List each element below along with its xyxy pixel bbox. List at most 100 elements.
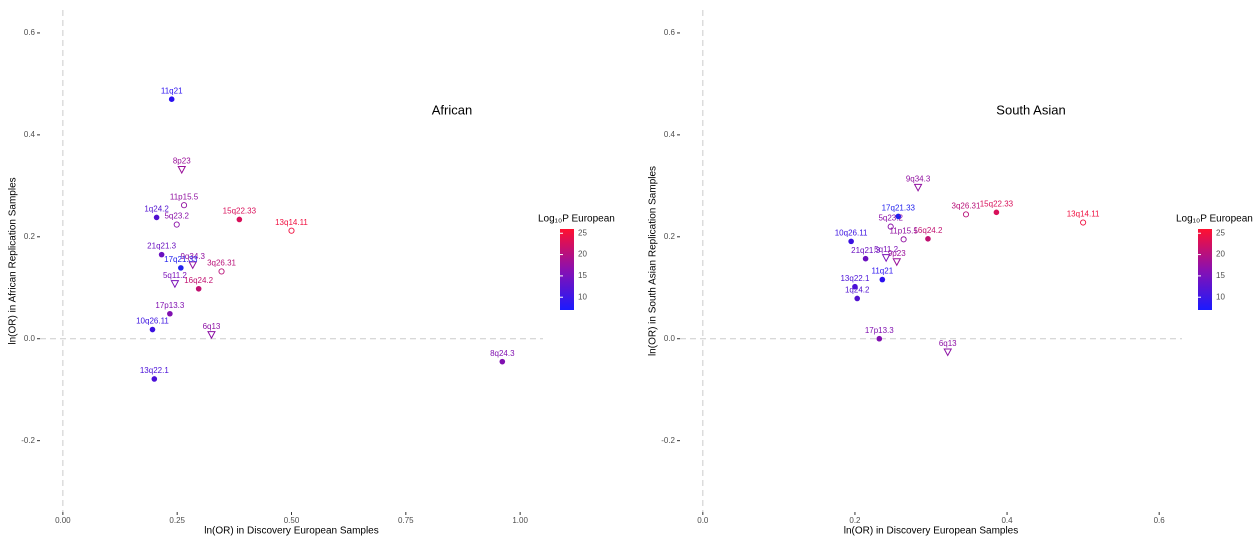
x-tick-label: 0.0 [697, 516, 709, 525]
x-tick-label: 0.25 [169, 516, 185, 525]
point-label: 13q22.1 [840, 274, 869, 283]
point [288, 227, 295, 234]
point-label: 16q24.2 [913, 226, 942, 235]
point [900, 236, 907, 243]
point-label: 8p23 [173, 157, 191, 166]
point [854, 295, 861, 302]
point-label: 17q21.33 [882, 204, 916, 213]
point [195, 285, 202, 292]
point-label: 3q26.31 [207, 259, 236, 268]
point-label: 5q11.2 [874, 245, 898, 254]
point-label: 17p13.3 [865, 326, 894, 335]
point-label: 13q22.1 [140, 366, 169, 375]
colorbar-label: 10 [1216, 292, 1225, 301]
point [895, 213, 902, 220]
point-label: 3q26.31 [952, 201, 981, 210]
y-axis-label: ln(OR) in South Asian Replication Sample… [648, 166, 659, 356]
x-tick-label: 0.6 [1154, 516, 1166, 525]
legend-title: Log₁₀P European [1176, 214, 1253, 225]
point [153, 214, 160, 221]
y-tick-label: -0.2 [661, 436, 675, 445]
point-label: 17p13.3 [155, 301, 184, 310]
point [178, 265, 184, 271]
point [879, 276, 886, 283]
colorbar-label: 15 [578, 271, 587, 280]
point-label: 21q21.3 [147, 242, 176, 251]
x-axis-label: ln(OR) in Discovery European Samples [844, 526, 1019, 536]
point-label: 11q21 [161, 86, 183, 95]
x-tick-label: 0.50 [284, 516, 300, 525]
y-tick-label: 0.2 [24, 232, 36, 241]
point-label: 13q14.11 [275, 218, 308, 227]
point-label: 5q11.2 [163, 271, 187, 280]
point-label: 11p15.5 [170, 192, 199, 201]
point [151, 376, 158, 382]
y-tick-label: 0.6 [664, 28, 676, 37]
point-label: 1q24.2 [845, 286, 870, 295]
point-label: 1q24.2 [144, 205, 169, 214]
point [848, 238, 854, 245]
x-tick-label: 1.00 [512, 516, 528, 525]
point [962, 211, 970, 218]
y-axis-label: ln(OR) in African Replication Samples [8, 177, 19, 344]
point [170, 280, 180, 289]
point [1080, 219, 1087, 226]
y-tick-label: 0.4 [24, 130, 36, 139]
point [167, 310, 173, 317]
point [876, 335, 883, 342]
point [180, 202, 188, 209]
chart-title: African [432, 102, 472, 117]
point-label: 10q26.11 [136, 317, 169, 326]
colorbar-label: 20 [1216, 250, 1225, 259]
colorbar [1198, 229, 1212, 310]
point [943, 348, 953, 357]
y-tick-label: 0.0 [664, 334, 676, 343]
point [499, 358, 506, 365]
point-label: 9q34.3 [180, 252, 205, 261]
point-label: 15q22.33 [980, 199, 1014, 208]
colorbar-label: 20 [578, 250, 587, 259]
x-tick-label: 0.00 [55, 516, 71, 525]
point [173, 221, 180, 228]
colorbar-label: 25 [1216, 228, 1225, 237]
point-label: 16q24.2 [184, 276, 213, 285]
x-axis-label: ln(OR) in Discovery European Samples [204, 526, 379, 536]
point [158, 251, 165, 258]
point [168, 96, 175, 102]
point [887, 223, 894, 230]
y-tick-label: -0.2 [21, 436, 35, 445]
point [177, 166, 187, 175]
colorbar-label: 15 [1216, 271, 1225, 280]
colorbar-label: 10 [578, 292, 587, 301]
point [236, 216, 243, 223]
x-tick-label: 0.4 [1001, 516, 1013, 525]
point-label: 9p23 [888, 249, 906, 258]
point [925, 236, 931, 242]
point-label: 11p15.5 [889, 226, 918, 235]
point [913, 183, 923, 192]
point-label: 6q13 [203, 322, 221, 331]
point-label: 21q21.3 [851, 246, 880, 255]
x-tick-label: 0.2 [849, 516, 861, 525]
x-tick-label: 0.75 [398, 516, 414, 525]
point [852, 283, 858, 290]
y-tick-label: 0.2 [664, 232, 676, 241]
point [149, 326, 156, 333]
point [188, 261, 198, 270]
y-tick-label: 0.4 [664, 130, 676, 139]
point [207, 331, 216, 340]
point-label: 8q24.3 [490, 349, 515, 358]
point-label: 9q34.3 [906, 174, 931, 183]
y-tick-label: 0.6 [24, 28, 36, 37]
colorbar-label: 25 [578, 228, 587, 237]
point-label: 10q26.11 [835, 228, 868, 237]
point-label: 11q21 [871, 267, 893, 276]
point [862, 255, 869, 262]
point-label: 13q14.11 [1067, 210, 1100, 219]
point-label: 17q21.33 [164, 255, 198, 264]
colorbar [560, 229, 574, 310]
point [993, 209, 1000, 216]
point [218, 268, 225, 275]
y-tick-label: 0.0 [24, 334, 36, 343]
